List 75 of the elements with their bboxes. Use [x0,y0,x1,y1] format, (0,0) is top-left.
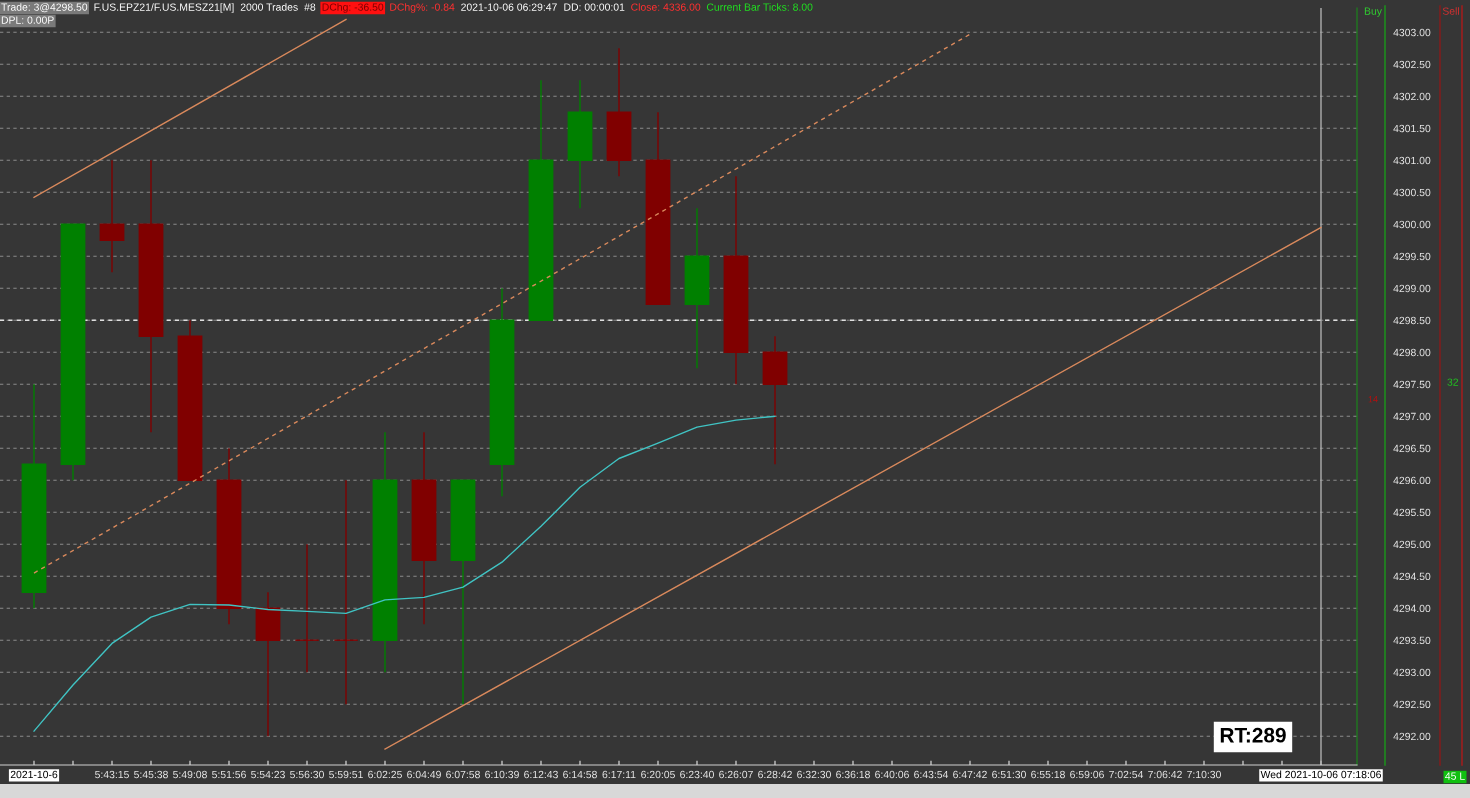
annotation: Current Bar Ticks: 8.00 [706,3,813,11]
x-tick-label: 6:43:54 [914,770,949,779]
x-tick-label: 6:12:43 [524,770,558,779]
y-tick-label: 4301.00 [1393,156,1431,165]
y-tick-label: 4298.50 [1393,316,1431,325]
line-series [33,415,776,732]
y-tick-label: 4296.50 [1393,444,1431,453]
x-tick-label: 6:36:18 [836,770,870,779]
x-tick-label: 5:45:38 [134,770,168,779]
text: 45 L [1445,772,1465,780]
x-tick-label: 6:59:06 [1070,770,1104,779]
x-tick-label: 6:40:06 [875,770,909,779]
annotation: DChg: -36.50 [322,3,384,13]
x-tick-label: 5:43:15 [95,770,129,779]
x-tick-label: 5:59:51 [329,770,363,779]
x-tick-label: 6:04:49 [407,770,441,779]
x-tick-label: 5:56:30 [290,770,324,779]
annotation: 2000 Trades [240,3,298,11]
y-tick-label: 4293.50 [1393,636,1431,645]
x-tick-label: 6:17:11 [602,770,636,779]
y-tick-label: 4299.00 [1393,284,1431,293]
annotation: Trade: 3@4298.50 [1,3,88,13]
y-tick-label: 4303.00 [1393,28,1431,37]
y-tick-label: 4301.50 [1393,124,1431,133]
y-tick-label: 4295.50 [1393,508,1431,517]
text: Sell [1442,7,1459,15]
y-tick-label: 4294.00 [1393,604,1431,613]
x-tick-label: 5:49:08 [173,770,207,779]
x-tick-label: 6:32:30 [797,770,831,779]
annotation: #8 [304,3,316,11]
y-tick-label: 4297.00 [1393,412,1431,421]
x-tick-label: 7:10:30 [1187,770,1221,779]
annotation: Close: 4336.00 [631,3,701,11]
x-tick-label: 6:51:30 [992,770,1026,779]
text: 14 [1368,396,1378,403]
y-tick-label: 4295.00 [1393,540,1431,549]
x-tick-label: 6:14:58 [563,770,597,779]
y-tick-label: 4297.50 [1393,380,1431,389]
y-tick-label: 4294.50 [1393,572,1431,581]
candlestick [333,479,359,705]
x-tick-label: 6:07:58 [446,770,480,779]
y-tick-label: 4293.00 [1393,668,1431,677]
y-tick-label: 4292.50 [1393,700,1431,709]
text: 32 [1447,378,1459,386]
y-tick-label: 4300.00 [1393,220,1431,229]
annotation: DPL: 0.00P [1,16,54,24]
y-tick-label: 4298.00 [1393,348,1431,357]
y-tick-label: 4302.00 [1393,92,1431,101]
x-tick-label: Wed 2021-10-06 07:18:06 [1260,770,1381,779]
x-tick-label: 6:23:40 [680,770,714,779]
x-tick-label: 6:28:42 [758,770,792,779]
annotation: DChg%: -0.84 [390,3,455,13]
x-tick-label: 6:47:42 [953,770,987,779]
annotation: RT:289 [1220,727,1286,743]
x-tick-label: 6:26:07 [719,770,753,779]
y-tick-label: 4299.50 [1393,252,1431,261]
x-tick-label: 6:10:39 [485,770,519,779]
x-tick-label: 2021-10-6 [10,770,58,779]
annotation: 2021-10-06 06:29:47 [461,3,557,11]
x-tick-label: 7:02:54 [1109,770,1144,779]
candlestick [99,159,125,273]
y-tick-label: 4300.50 [1393,188,1431,197]
x-tick-label: 5:54:23 [251,770,285,779]
y-tick-label: 4302.50 [1393,60,1431,69]
annotation: DD: 00:00:01 [564,3,625,11]
candlestick [294,543,320,673]
x-tick-label: 7:06:42 [1148,770,1182,779]
x-tick-label: 5:51:56 [212,770,246,779]
text: Buy [1364,7,1382,17]
annotation: F.US.EPZ21/F.US.MESZ21[M] [94,3,234,13]
y-tick-label: 4296.00 [1393,476,1431,485]
x-tick-label: 6:55:18 [1031,770,1065,779]
x-tick-label: 6:20:05 [641,770,675,779]
y-tick-label: 4292.00 [1393,732,1431,741]
x-tick-label: 6:02:25 [368,770,402,779]
